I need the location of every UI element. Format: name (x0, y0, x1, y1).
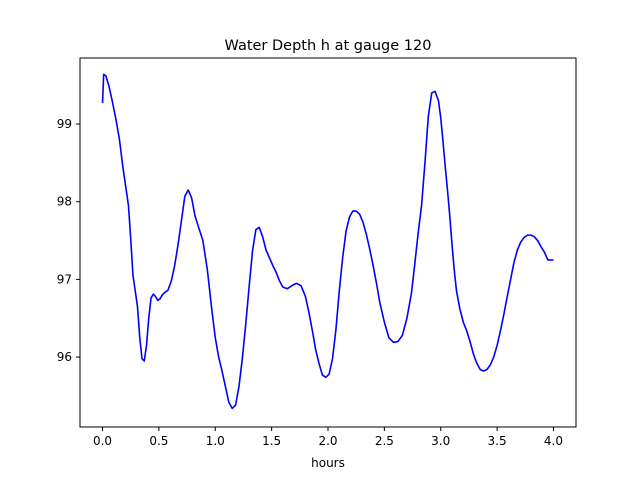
y-tick-label: 99 (57, 117, 72, 131)
chart-title: Water Depth h at gauge 120 (225, 38, 432, 54)
y-tick-label: 97 (57, 272, 72, 286)
x-axis-label: hours (311, 456, 345, 470)
y-tick-label: 98 (57, 195, 72, 209)
x-tick-label: 0.5 (149, 434, 168, 448)
x-tick-label: 4.0 (544, 434, 563, 448)
series-line (101, 73, 554, 410)
x-tick-label: 0.0 (93, 434, 112, 448)
x-tick-label: 1.5 (262, 434, 281, 448)
y-axis: 96 97 98 99 (57, 117, 80, 364)
plot-area (79, 57, 577, 428)
x-tick-label: 1.0 (206, 434, 225, 448)
x-tick-label: 2.5 (375, 434, 394, 448)
x-tick-label: 2.0 (318, 434, 337, 448)
y-tick-label: 96 (57, 350, 72, 364)
plot-frame (79, 57, 577, 428)
x-tick-label: 3.0 (431, 434, 450, 448)
x-tick-label: 3.5 (488, 434, 507, 448)
x-axis: 0.0 0.5 1.0 1.5 2.0 2.5 3.0 3.5 4.0 (93, 427, 563, 448)
